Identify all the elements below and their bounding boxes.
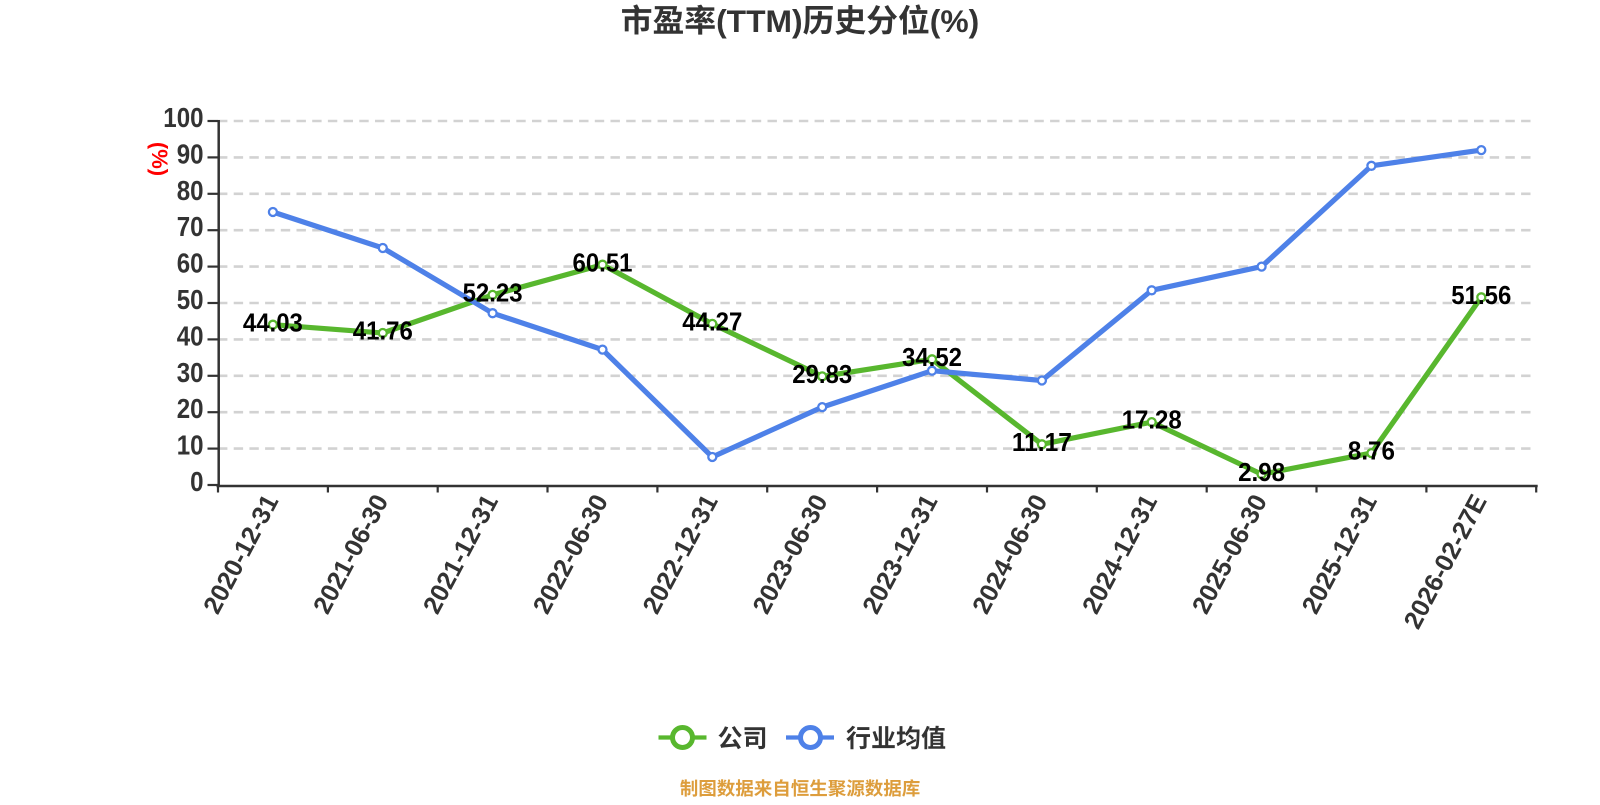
svg-text:44.27: 44.27 xyxy=(682,307,742,337)
svg-text:60.51: 60.51 xyxy=(573,247,633,277)
svg-text:44.03: 44.03 xyxy=(243,307,303,337)
svg-text:40: 40 xyxy=(177,320,204,351)
svg-text:11.17: 11.17 xyxy=(1012,427,1072,457)
svg-text:70: 70 xyxy=(177,211,204,242)
svg-text:30: 30 xyxy=(177,357,204,388)
svg-text:2.98: 2.98 xyxy=(1238,457,1285,487)
svg-text:(%): (%) xyxy=(147,142,172,176)
svg-text:(%): (%) xyxy=(930,3,979,39)
svg-text:29.83: 29.83 xyxy=(792,359,852,389)
svg-text:51.56: 51.56 xyxy=(1451,280,1511,310)
svg-text:80: 80 xyxy=(177,175,204,206)
svg-text:20: 20 xyxy=(177,393,204,424)
svg-text:60: 60 xyxy=(177,248,204,279)
svg-text:8.76: 8.76 xyxy=(1348,436,1395,466)
svg-text:10: 10 xyxy=(177,430,204,461)
svg-text:0: 0 xyxy=(190,466,203,497)
svg-text:50: 50 xyxy=(177,284,204,315)
svg-text:34.52: 34.52 xyxy=(902,342,962,372)
svg-text:52.23: 52.23 xyxy=(463,278,523,308)
svg-text:17.28: 17.28 xyxy=(1122,405,1182,435)
svg-text:41.76: 41.76 xyxy=(353,316,413,346)
svg-text:(TTM): (TTM) xyxy=(716,3,803,39)
svg-text:90: 90 xyxy=(177,138,204,169)
svg-text:100: 100 xyxy=(163,102,203,133)
